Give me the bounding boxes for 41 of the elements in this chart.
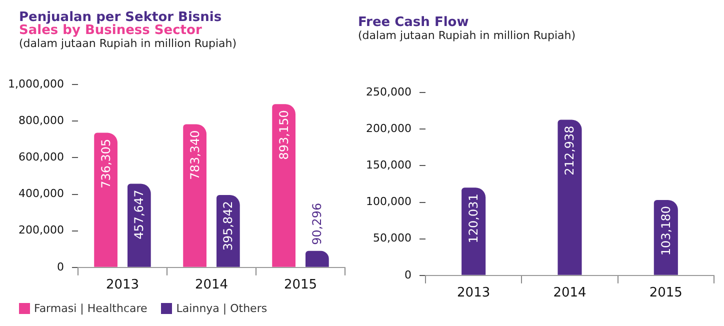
bar [558,120,582,275]
data-label: 90,296 [310,202,324,245]
y-tick-label: 800,000 [18,114,64,128]
data-label: 736,305 [98,138,113,188]
chart-subtitle: (dalam jutaan Rupiah in million Rupiah) [358,29,576,42]
x-tick-label: 2014 [194,278,228,293]
data-label: 395,842 [221,201,236,251]
y-tick-label: 150,000 [366,158,412,172]
legend-label: Farmasi | Healthcare [34,302,148,315]
x-tick-label: 2013 [457,286,490,301]
y-tick-label: 100,000 [366,195,412,208]
y-tick-label: 400,000 [18,187,64,200]
bar [306,250,329,267]
y-tick-label: 200,000 [18,224,64,237]
x-tick-label: 2015 [649,286,682,301]
y-tick-label: 250,000 [366,85,412,98]
bar [462,188,486,275]
text: (dalam jutaan Rupiah in million Rupiah) [19,37,237,50]
y-tick-label: 1,000,000 [8,77,64,90]
bar [94,132,118,267]
y-tick-label: 200,000 [366,122,412,136]
x-tick-label: 2015 [284,278,318,293]
x-tick-label: 2013 [106,278,140,293]
data-label: 120,031 [466,194,481,244]
y-tick-label: 0 [404,268,412,282]
data-label: 103,180 [658,206,673,256]
data-label: 212,938 [562,126,577,176]
data-label: 457,647 [132,190,146,240]
y-tick-label: 600,000 [18,150,64,164]
chart-title: Free Cash Flow [358,15,470,30]
x-tick-label: 2014 [553,286,586,301]
chart-subtitle: Sales by Business Sector [19,23,203,38]
data-label: 783,340 [188,130,202,180]
y-tick-label: 0 [56,260,64,274]
y-tick-label: 50,000 [372,232,412,245]
data-label: 893,150 [276,110,291,160]
bar [272,104,296,267]
bar [127,184,151,267]
legend-label: Lainnya | Others [176,302,268,315]
chart-title: Penjualan per Sektor Bisnis [19,10,223,25]
bar [183,124,206,267]
